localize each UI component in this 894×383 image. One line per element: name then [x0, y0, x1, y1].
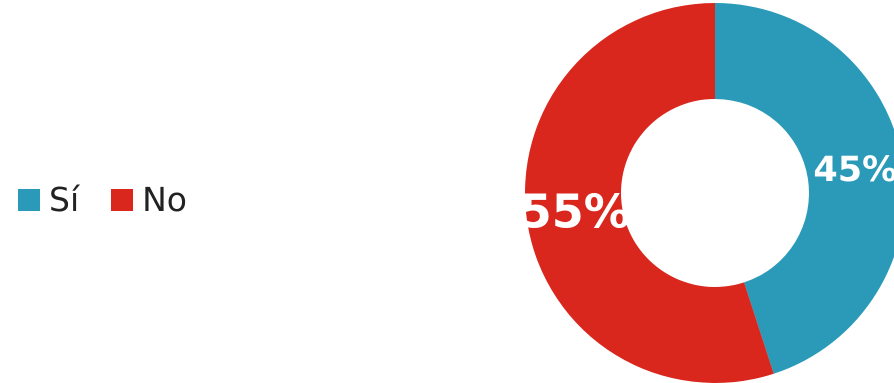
- legend-label-si: Sí: [49, 180, 80, 219]
- slice-label-no: 55%: [520, 185, 630, 239]
- legend-label-no: No: [142, 180, 188, 219]
- legend-swatch-si: [18, 188, 40, 211]
- legend-item-no: No: [111, 183, 187, 216]
- legend-item-si: Sí: [18, 183, 79, 216]
- slice-label-si: 45%: [813, 150, 894, 190]
- donut-slice-si: [715, 3, 894, 374]
- legend-swatch-no: [111, 188, 134, 211]
- donut-slice-no: [525, 3, 774, 383]
- chart-legend: Sí No: [18, 183, 219, 216]
